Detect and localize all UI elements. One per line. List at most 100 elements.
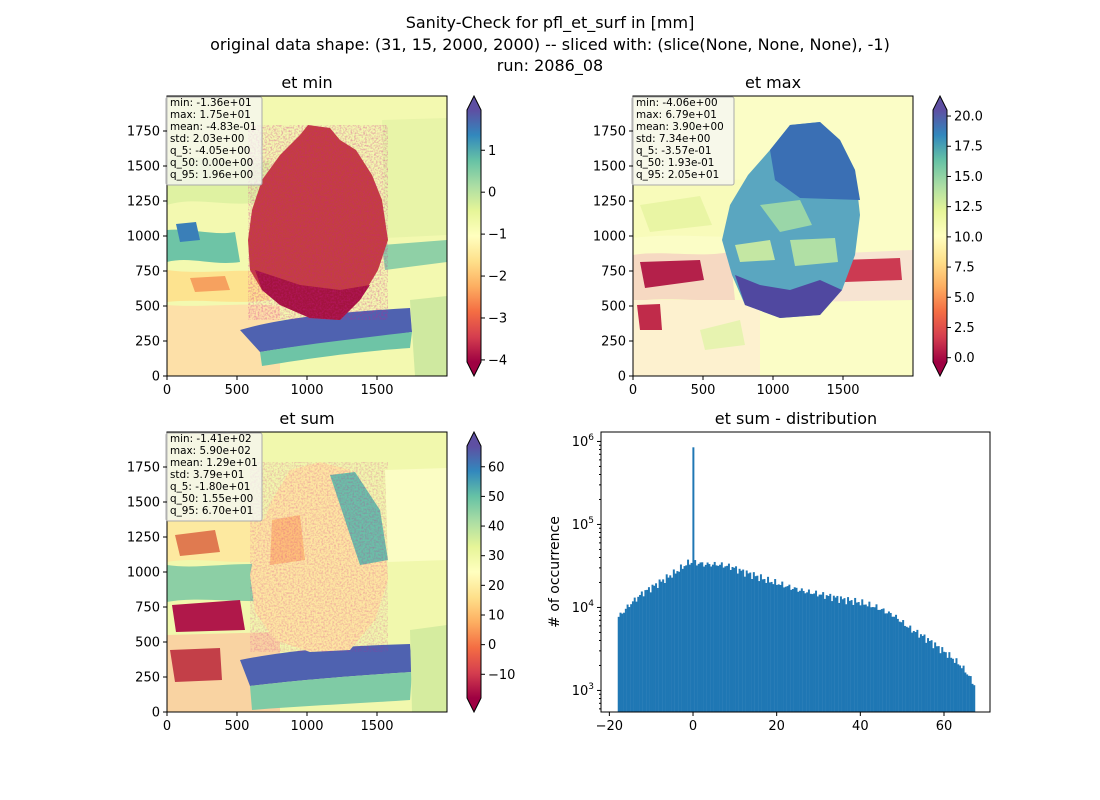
stat-line: q_5: -3.57e-01 <box>636 145 711 157</box>
colorbar-tick-label: 10.0 <box>954 230 983 245</box>
histogram-bar <box>747 573 750 712</box>
colorbar-tick-label: 20 <box>488 579 505 594</box>
histogram-bar <box>919 634 922 712</box>
histogram-bar <box>951 658 954 712</box>
histogram-ylabel: # of occurrence <box>547 516 563 628</box>
histogram-bar <box>660 581 663 712</box>
histogram-bar <box>635 601 638 712</box>
histogram-bar <box>802 590 805 712</box>
histogram-bar <box>916 629 919 712</box>
y-tick-label: 250 <box>601 335 626 350</box>
histogram-bar <box>809 593 812 712</box>
histogram-bar <box>857 602 860 712</box>
histogram-bar <box>619 612 622 712</box>
stat-line: std: 3.79e+01 <box>170 469 244 481</box>
histogram-bar <box>676 571 679 712</box>
histogram-bar <box>937 646 940 712</box>
y-tick-label: 1000 <box>127 230 160 245</box>
histogram-bar <box>966 674 969 712</box>
histogram-bar <box>772 584 775 712</box>
stat-line: min: -1.41e+02 <box>170 433 252 445</box>
y-tick-label: 0 <box>618 370 626 385</box>
histogram-bar <box>923 634 926 712</box>
y-tick-label: 1500 <box>593 160 626 175</box>
x-tick-label: 1000 <box>290 719 323 734</box>
stat-line: min: -4.06e+00 <box>636 97 718 109</box>
histogram-bar <box>788 584 791 712</box>
stat-line: q_50: 1.55e+00 <box>170 493 253 505</box>
histogram-bar <box>779 584 782 712</box>
histogram-bar <box>653 585 656 712</box>
histogram-bar <box>754 576 757 712</box>
colorbar-tick-label: −4 <box>488 353 507 368</box>
histogram-bar <box>626 604 629 712</box>
histogram-bar <box>825 595 828 712</box>
histogram-bar <box>799 590 802 712</box>
stat-line: mean: 3.90e+00 <box>636 121 724 133</box>
map-et-min-axes: 0 500 1000 1500 0 250 500 750 1000 1250 1500 1750 <box>127 125 394 399</box>
histogram-bar <box>964 672 967 712</box>
histogram-bar <box>763 579 766 712</box>
histogram-bar <box>628 607 631 712</box>
histogram-bar <box>713 561 716 712</box>
histogram-bar <box>896 618 899 712</box>
histogram-bar <box>815 590 818 712</box>
histogram-bar <box>813 593 816 712</box>
histogram-bar <box>768 582 771 712</box>
y-tick-label: 500 <box>135 636 160 651</box>
histogram-bar <box>743 576 746 712</box>
histogram-bar <box>639 594 642 712</box>
histogram-bar <box>692 447 695 712</box>
histogram-bar <box>871 607 874 712</box>
histogram-bar <box>822 592 825 712</box>
histogram-bar <box>971 683 974 712</box>
histogram-bar <box>633 597 636 712</box>
histogram-bar <box>973 685 976 712</box>
y-tick-label: 1250 <box>593 195 626 210</box>
histogram-bar <box>960 668 963 712</box>
y-tick-label: 0 <box>152 370 160 385</box>
histogram-bar <box>930 640 933 712</box>
stat-line: q_5: -4.05e+00 <box>170 145 250 157</box>
histogram-bar <box>742 569 745 712</box>
panel-title-et-max: et max <box>745 73 801 92</box>
colorbar-tick-label: 17.5 <box>954 140 983 155</box>
histogram-bar <box>783 587 786 712</box>
histogram-bar <box>884 613 887 712</box>
map-et-max: min: -4.06e+00 max: 6.79e+01 mean: 3.90e… <box>593 94 983 399</box>
histogram-bar <box>959 665 962 712</box>
colorbar-tick-label: 1 <box>488 144 496 159</box>
stat-line: q_50: 1.93e-01 <box>636 157 714 169</box>
histogram-bar <box>710 566 713 712</box>
histogram-bar <box>688 564 691 712</box>
suptitle-line-2: original data shape: (31, 15, 2000, 2000… <box>210 35 890 54</box>
histogram-bar <box>655 583 658 712</box>
histogram-bar <box>623 612 626 712</box>
x-tick-label: 500 <box>691 383 716 398</box>
histogram-bar <box>882 608 885 712</box>
y-tick-label: 250 <box>135 335 160 350</box>
histogram-bar <box>671 577 674 712</box>
histogram-bar <box>704 564 707 712</box>
stat-line: q_95: 6.70e+01 <box>170 505 253 517</box>
histogram-bar <box>797 591 800 712</box>
x-tick-label: 500 <box>225 383 250 398</box>
histogram-bar <box>777 584 780 712</box>
histogram-bar <box>703 566 706 712</box>
histogram-bar <box>903 625 906 712</box>
histogram-bar <box>831 601 834 712</box>
map-et-max-axes: 0 500 1000 1500 0 250 500 750 1000 1250 1500 1750 <box>593 125 860 399</box>
histogram-bar <box>765 582 768 712</box>
histogram-bar <box>662 579 665 712</box>
histogram-bar <box>879 609 882 712</box>
histogram-bar <box>902 620 905 712</box>
histogram-bar <box>877 609 880 712</box>
histogram-bar <box>928 640 931 712</box>
histogram-bar <box>806 592 809 712</box>
histogram-bar <box>934 642 937 712</box>
histogram-bar <box>912 630 915 712</box>
histogram-bar <box>790 589 793 712</box>
y-tick-label: 1500 <box>127 160 160 175</box>
histogram-bar <box>683 566 686 712</box>
y-tick-label: 1000 <box>593 230 626 245</box>
